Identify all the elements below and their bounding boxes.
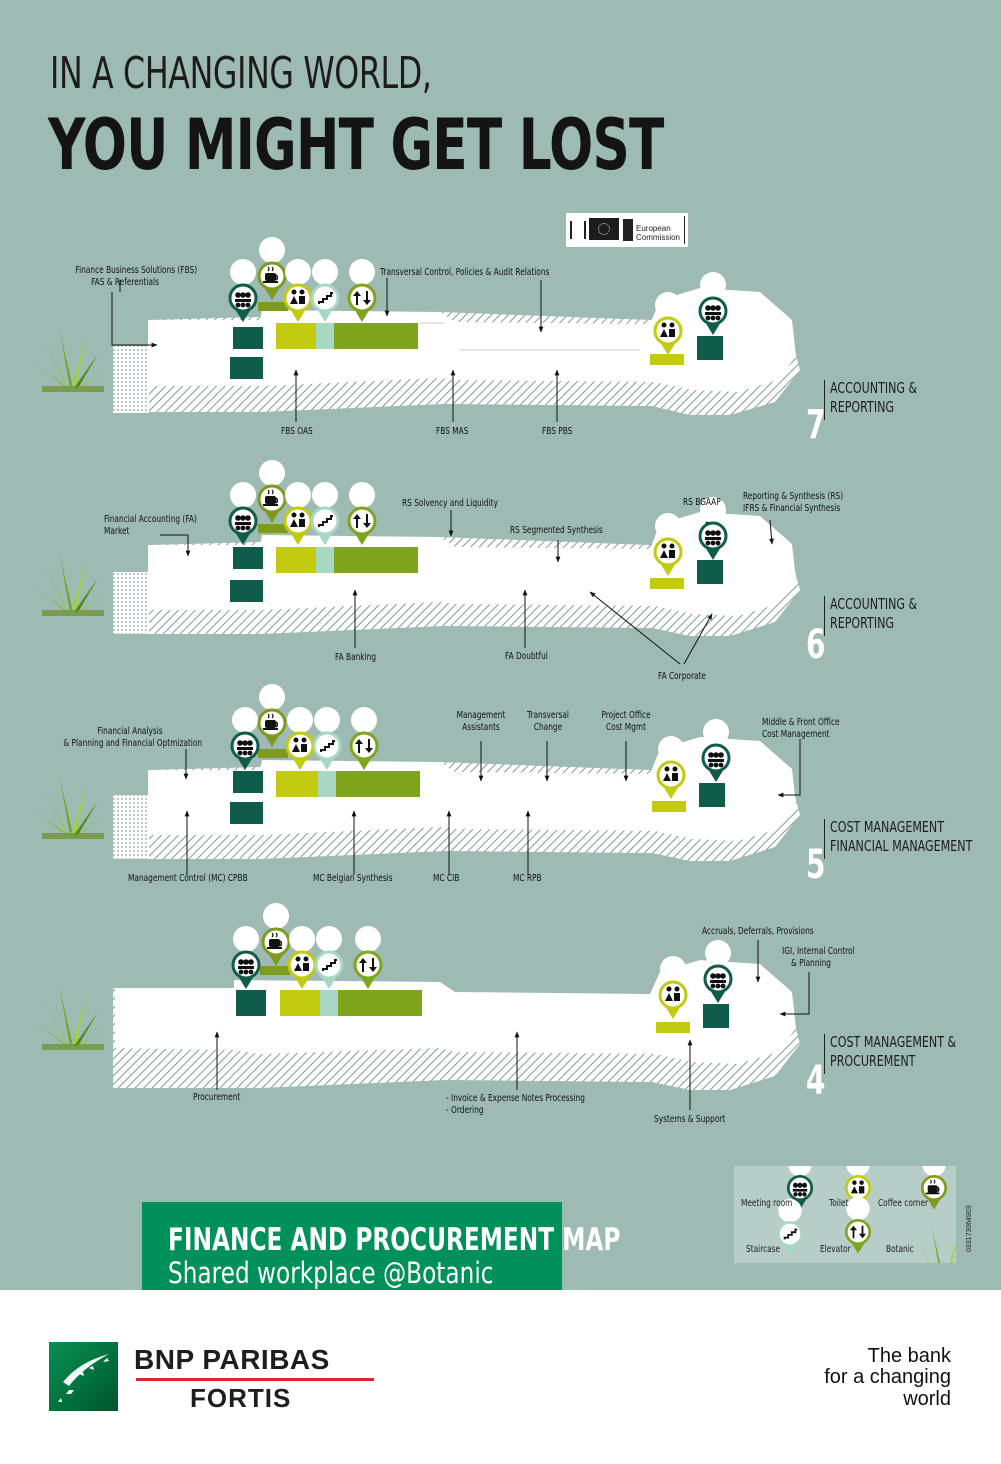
floor-number: 4 xyxy=(806,1058,826,1104)
map-subtitle: Shared workplace @Botanic xyxy=(168,1256,494,1290)
map-title: FINANCE AND PROCUREMENT MAP xyxy=(168,1222,621,1258)
legend-botanic: Botanic xyxy=(886,1244,914,1255)
floor-4: Accruals, Deferrals, Provisions IGI, Int… xyxy=(0,900,1001,1290)
label-tcp: Transversal Control, Policies & Audit Re… xyxy=(380,267,550,278)
floor-7: Finance Business Solutions (FBS) FAS & Re… xyxy=(0,220,1001,660)
botanic-icon xyxy=(38,990,104,1050)
label-fbs-pbs: FBS PBS xyxy=(542,426,573,437)
label-mc-cib: MC CIB xyxy=(433,873,460,884)
botanic-icon xyxy=(910,1228,956,1263)
label-mc-rpb: MC RPB xyxy=(513,873,542,884)
floor-number: 7 xyxy=(806,402,826,448)
meeting-room-area xyxy=(233,327,263,349)
floor-6: Financial Accounting (FA) Market RS Solve… xyxy=(0,440,1001,880)
label-rs-segmented: RS Segmented Synthesis xyxy=(510,525,603,536)
poster-background: IN A CHANGING WORLD, YOU MIGHT GET LOST … xyxy=(0,0,1001,1290)
ec-building-icon xyxy=(570,221,586,239)
label-mc-cpbb: Management Control (MC) CPBB xyxy=(128,873,248,884)
brand-sub: FORTIS xyxy=(190,1383,292,1413)
ec-building-icon xyxy=(623,219,633,241)
floor-number: 5 xyxy=(806,842,826,888)
map-legend: Meeting room Toilet Coffee corner Stairc… xyxy=(734,1166,956,1263)
ec-name-2: Commission xyxy=(636,233,681,242)
brand-divider xyxy=(136,1378,374,1381)
label-systems: Systems & Support xyxy=(654,1114,726,1125)
label-financial-analysis: Financial Analysis & Planning and Financi… xyxy=(63,726,203,749)
label-procurement: Procurement xyxy=(193,1092,241,1103)
floor-name: COST MANAGEMENT & PROCUREMENT xyxy=(830,1033,957,1070)
label-accruals: Accruals, Deferrals, Provisions xyxy=(702,926,814,937)
ec-name-1: European xyxy=(636,224,671,233)
headline-line2: YOU MIGHT GET LOST xyxy=(48,104,664,186)
headline-line1: IN A CHANGING WORLD, xyxy=(50,48,432,99)
map-title-box: FINANCE AND PROCUREMENT MAP Shared workp… xyxy=(142,1202,620,1290)
label-fbs-oas: FBS OAS xyxy=(281,426,313,437)
label-rs-ifrs: Reporting & Synthesis (RS) IFRS & Financi… xyxy=(743,491,844,514)
brand-name: BNP PARIBAS xyxy=(134,1344,330,1375)
label-fbs: Finance Business Solutions (FBS) FAS & Re… xyxy=(75,265,198,288)
legend-elevator: Elevator xyxy=(820,1244,851,1255)
floor-name: ACCOUNTING & REPORTING xyxy=(830,379,918,416)
label-transversal-change: Transversal Change xyxy=(527,710,569,733)
label-fa-banking: FA Banking xyxy=(335,652,377,663)
legend-coffee: Coffee corner xyxy=(878,1198,929,1209)
botanic-icon xyxy=(38,556,104,616)
slogan-line2: for a changing xyxy=(824,1366,951,1388)
label-middle-front: Middle & Front Office Cost Management xyxy=(762,717,840,740)
eu-flag-icon xyxy=(589,218,619,240)
botanic-icon xyxy=(38,779,104,839)
european-commission-logo: European Commission xyxy=(566,213,688,247)
floor-5: Financial Analysis & Planning and Financi… xyxy=(0,665,1001,1105)
label-fa-doubtful: FA Doubtful xyxy=(505,651,548,662)
document-code: 033173064903 xyxy=(966,1205,973,1252)
label-fa-corporate: FA Corporate xyxy=(658,671,706,682)
legend-toilet: Toilet xyxy=(829,1198,849,1209)
meeting-room-icon xyxy=(228,257,258,324)
legend-staircase: Staircase xyxy=(746,1244,781,1255)
floor-name: ACCOUNTING & REPORTING xyxy=(830,595,918,632)
floor-number: 6 xyxy=(806,622,826,668)
coffee-corner-icon xyxy=(257,235,287,302)
bnp-stars-logo-icon xyxy=(49,1342,118,1411)
label-invoice: - Invoice & Expense Notes Processing - Or… xyxy=(446,1093,585,1116)
legend-meeting: Meeting room xyxy=(741,1198,793,1209)
label-rs-solvency: RS Solvency and Liquidity xyxy=(402,498,498,509)
botanic-icon xyxy=(38,332,104,392)
footer xyxy=(0,1290,1001,1464)
label-rs-bgaap: RS BGAAP xyxy=(683,497,721,508)
meeting-room-area xyxy=(230,357,263,379)
label-fa: Financial Accounting (FA) Market xyxy=(104,514,197,537)
label-mc-belgian: MC Belgian Synthesis xyxy=(313,873,393,884)
label-igi: IGI, Internal Control & Planning xyxy=(782,946,855,969)
label-mgmt-assistants: Management Assistants xyxy=(456,710,506,733)
label-project-office: Project Office Cost Mgmt xyxy=(601,710,651,733)
floor-name: COST MANAGEMENT FINANCIAL MANAGEMENT xyxy=(830,818,973,855)
slogan-line3: world xyxy=(903,1388,951,1410)
label-fbs-mas: FBS MAS xyxy=(436,426,469,437)
slogan-line1: The bank xyxy=(867,1345,951,1367)
